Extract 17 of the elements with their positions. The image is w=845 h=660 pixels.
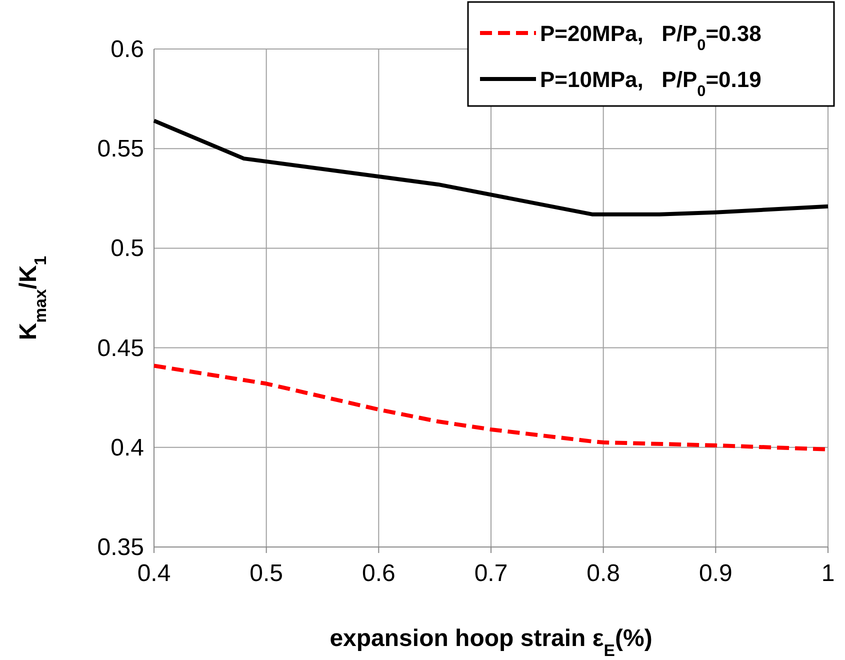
x-tick-label: 0.9 [698,560,732,587]
y-tick-label: 0.35 [97,534,144,561]
x-tick-label: 0.6 [362,560,396,587]
line-series [152,118,830,216]
x-axis-title: expansion hoop strain ε$_{E}$(%) [330,625,652,660]
y-tick-label: 0.5 [110,235,144,262]
y-tick-label: 0.45 [97,334,144,362]
legend-label: P=20MPa, P/P$_{0}$=0.38 [540,21,762,54]
x-tick-label: 0.7 [474,560,508,587]
legend-label: P=10MPa, P/P$_{0}$=0.19 [540,67,762,100]
y-tick-label: 0.6 [110,36,144,63]
x-tick-label: 0.5 [250,560,284,587]
x-tick-label: 0.8 [586,560,620,587]
x-tick-label: 1 [821,560,835,587]
y-tick-label: 0.4 [110,434,144,462]
x-tick-label: 0.4 [137,560,171,587]
y-tick-label: 0.55 [97,136,144,163]
